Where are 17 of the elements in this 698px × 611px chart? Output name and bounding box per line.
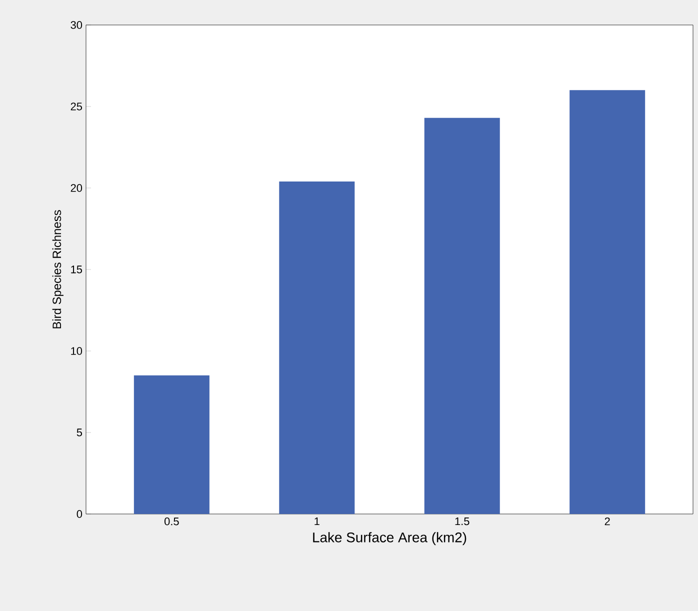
y-tick-label: 0 [76,510,82,518]
y-tick-label: 30 [70,21,82,29]
bar [279,181,355,514]
x-tick-label: 2 [604,518,610,526]
y-tick-label: 25 [70,102,82,110]
bar [424,118,500,514]
y-tick-label: 20 [70,184,82,192]
bar [570,90,646,514]
x-axis-title: Lake Surface Area (km2) [313,532,466,546]
bar [134,375,210,514]
y-axis-title: Bird Species Richness [52,210,64,328]
x-tick-label: 0.5 [164,518,179,526]
y-tick-label: 10 [71,347,82,355]
y-tick-label: 5 [76,428,82,436]
x-tick-label: 1 [314,518,320,526]
y-tick-label: 15 [71,266,82,274]
x-tick-label: 1.5 [455,518,470,526]
